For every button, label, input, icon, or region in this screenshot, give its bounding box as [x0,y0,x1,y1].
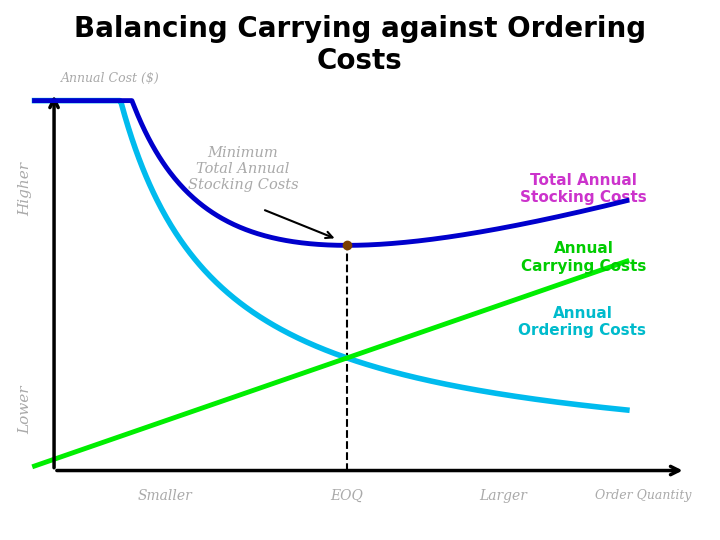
Text: Smaller: Smaller [138,489,192,503]
Text: Minimum
Total Annual
Stocking Costs: Minimum Total Annual Stocking Costs [187,146,298,192]
Text: Larger: Larger [480,489,527,503]
Text: Higher: Higher [18,162,32,216]
Text: Order Quantity: Order Quantity [595,489,692,502]
Text: Annual
Ordering Costs: Annual Ordering Costs [518,306,647,338]
Text: Total Annual
Stocking Costs: Total Annual Stocking Costs [520,173,647,205]
Title: Balancing Carrying against Ordering
Costs: Balancing Carrying against Ordering Cost… [74,15,646,76]
Text: Annual Cost ($): Annual Cost ($) [60,71,159,85]
Text: Lower: Lower [18,386,32,435]
Text: EOQ: EOQ [330,489,364,503]
Text: Annual
Carrying Costs: Annual Carrying Costs [521,241,647,274]
